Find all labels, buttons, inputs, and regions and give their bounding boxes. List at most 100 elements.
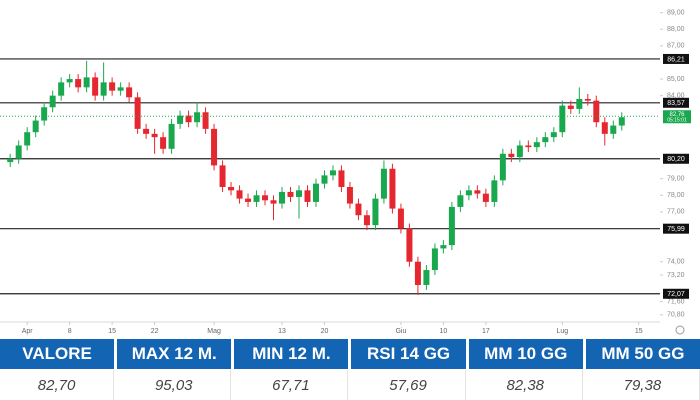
y-tick-label: 88,00 xyxy=(667,26,685,33)
candle-body xyxy=(194,112,201,123)
candle-body xyxy=(576,98,583,109)
level-label: 72,07 xyxy=(667,291,685,298)
candle-body xyxy=(134,97,141,129)
table-header: VALORE xyxy=(0,339,115,369)
level-label: 80,20 xyxy=(667,156,685,163)
candle-body xyxy=(177,115,184,124)
candle-body xyxy=(7,158,14,163)
candle-body xyxy=(41,107,48,121)
candle-body xyxy=(423,270,430,285)
candle-body xyxy=(397,208,404,229)
chart-background xyxy=(0,0,700,339)
candle-body xyxy=(83,77,90,88)
settings-icon[interactable] xyxy=(675,325,685,335)
y-tick-label: 84,00 xyxy=(667,92,685,99)
x-tick-label: 8 xyxy=(68,328,72,335)
level-label-box xyxy=(663,153,689,164)
candle-body xyxy=(66,79,73,83)
candle-body xyxy=(482,193,489,202)
candle-body xyxy=(279,191,286,204)
level-label-box xyxy=(663,223,689,234)
candle-body xyxy=(304,190,311,202)
candle-body xyxy=(516,145,523,158)
candle-body xyxy=(440,245,447,249)
candle-body xyxy=(363,215,370,226)
y-tick-label: 87,00 xyxy=(667,43,685,50)
y-tick-label: 74,00 xyxy=(667,259,685,266)
x-tick-label: 15 xyxy=(635,328,643,335)
table-cell: 95,03 xyxy=(117,369,232,400)
candle-body xyxy=(567,105,574,109)
table-cell: 82,70 xyxy=(0,369,115,400)
candle-body xyxy=(126,87,133,98)
candle-body xyxy=(474,190,481,194)
x-tick-label: 22 xyxy=(151,328,159,335)
candle-body xyxy=(465,190,472,196)
candle-body xyxy=(151,133,158,138)
candle-body xyxy=(321,175,328,184)
candle-body xyxy=(550,132,557,138)
candle-body xyxy=(32,120,39,133)
x-tick-label: Giu xyxy=(395,328,406,335)
candle-body xyxy=(610,125,617,134)
y-tick-label: 70,80 xyxy=(667,312,685,319)
candle-body xyxy=(245,198,252,202)
candle-body xyxy=(262,195,269,201)
x-tick-label: Mag xyxy=(207,328,221,335)
chart: 89,00 88,00 87,00 85,00 84,00 79,00 78,00 77,00… xyxy=(0,0,700,339)
candle-body xyxy=(287,191,294,197)
x-tick-label: 13 xyxy=(278,328,286,335)
candle-body xyxy=(593,100,600,123)
candle-body xyxy=(542,137,549,143)
level-label-box xyxy=(663,97,689,108)
candle-body xyxy=(117,87,124,91)
table-header: MIN 12 M. xyxy=(234,339,349,369)
candle-body xyxy=(202,112,209,129)
x-tick-label: 15 xyxy=(108,328,116,335)
last-price-label: 82,76 xyxy=(669,112,685,118)
y-tick-label: 77,00 xyxy=(667,209,685,216)
candle-body xyxy=(618,117,625,126)
candle-body xyxy=(211,128,218,166)
y-tick-label: 71,60 xyxy=(667,298,685,305)
y-tick-label: 89,00 xyxy=(667,9,685,16)
table-cell: 79,38 xyxy=(585,369,700,400)
x-tick-label: 10 xyxy=(439,328,447,335)
candle-body xyxy=(185,115,192,123)
candle-body xyxy=(92,77,99,96)
candle-body xyxy=(143,128,150,134)
candle-body xyxy=(236,190,243,199)
candle-body xyxy=(295,190,302,197)
candle-body xyxy=(168,123,175,149)
candle-body xyxy=(355,203,362,216)
candle-body xyxy=(24,132,31,146)
x-tick-label: Lug xyxy=(556,328,568,335)
table-header: MAX 12 M. xyxy=(117,339,232,369)
candle-body xyxy=(49,95,56,108)
table-cell: 67,71 xyxy=(234,369,349,400)
candle-body xyxy=(372,198,379,226)
level-label: 83,57 xyxy=(667,100,685,107)
table-header: MM 10 GG xyxy=(468,339,583,369)
candle-body xyxy=(219,165,226,187)
candle-body xyxy=(160,137,167,149)
table-cell: 82,38 xyxy=(468,369,583,400)
candle-body xyxy=(346,186,353,204)
table-header: RSI 14 GG xyxy=(351,339,466,369)
candle-body xyxy=(75,79,82,88)
y-tick-label: 78,00 xyxy=(667,192,685,199)
candle-body xyxy=(58,82,65,96)
candle-body xyxy=(559,105,566,133)
candle-body xyxy=(491,180,498,202)
last-price-box xyxy=(663,110,691,124)
x-tick-label: Apr xyxy=(22,328,34,335)
candle-body xyxy=(414,261,421,285)
y-tick-label: 73,20 xyxy=(667,272,685,279)
candle-body xyxy=(253,195,260,202)
candle-body xyxy=(457,195,464,207)
candle-body xyxy=(228,186,235,191)
candle-body xyxy=(601,122,608,134)
candle-body xyxy=(448,206,455,246)
candle-body xyxy=(270,200,277,204)
